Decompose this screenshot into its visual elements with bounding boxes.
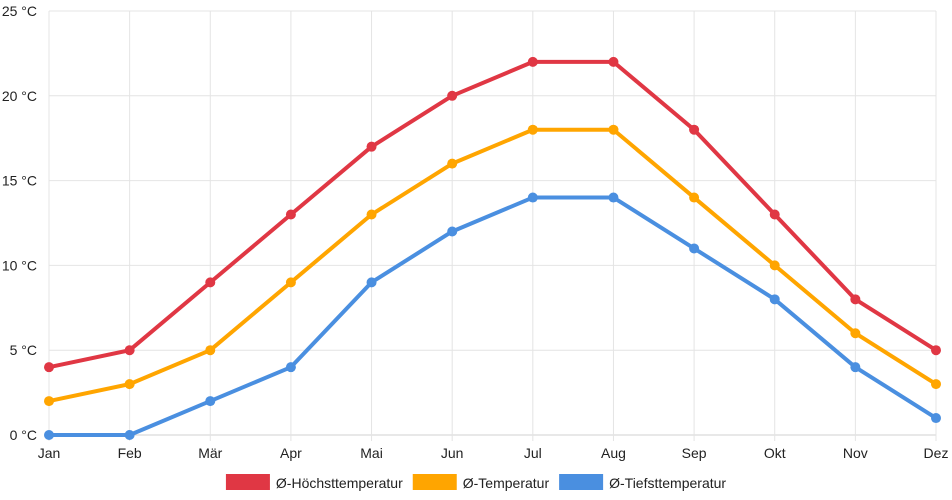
y-tick-label: 15 °C	[2, 173, 37, 189]
series-1	[44, 56, 941, 373]
data-point[interactable]	[931, 413, 941, 424]
legend-label: Ø-Höchsttemperatur	[276, 475, 403, 491]
x-tick-label: Mär	[198, 445, 222, 461]
data-point[interactable]	[850, 328, 861, 339]
x-tick-label: Dez	[924, 445, 949, 461]
legend[interactable]: Ø-Höchsttemperatur Ø-Temperatur Ø-Tiefstte…	[225, 474, 726, 491]
data-point[interactable]	[205, 345, 216, 356]
data-point[interactable]	[205, 277, 216, 288]
data-point[interactable]	[366, 277, 377, 288]
y-tick-label: 10 °C	[2, 257, 37, 273]
legend-item[interactable]: Ø-Tiefsttemperatur	[559, 474, 726, 491]
x-tick-label: Feb	[118, 445, 142, 461]
x-tick-label: Nov	[843, 445, 868, 461]
series-line	[47, 59, 938, 370]
data-point[interactable]	[366, 209, 377, 220]
series-2	[44, 124, 941, 407]
x-tick-label: Okt	[764, 445, 786, 461]
legend-label: Ø-Tiefsttemperatur	[609, 475, 726, 491]
x-axis: Jan Feb Mär Apr Mai Jun Jul Aug Sep Okt Nov Dez	[38, 445, 949, 461]
x-tick-label: Apr	[280, 445, 302, 461]
data-point[interactable]	[285, 277, 296, 288]
x-tick-label: Jan	[38, 445, 61, 461]
data-point[interactable]	[608, 124, 619, 135]
series-3	[44, 192, 941, 440]
data-point[interactable]	[527, 56, 538, 67]
data-point[interactable]	[366, 141, 377, 152]
data-point[interactable]	[850, 362, 861, 373]
data-point[interactable]	[931, 345, 941, 356]
y-axis: 0 °C 5 °C 10 °C 15 °C 20 °C 25 °C	[2, 3, 37, 443]
data-point[interactable]	[769, 260, 780, 271]
x-tick-label: Jul	[524, 445, 542, 461]
data-point[interactable]	[447, 226, 458, 237]
x-tick-label: Jun	[441, 445, 464, 461]
series-layer	[44, 56, 941, 440]
legend-label: Ø-Temperatur	[463, 475, 550, 491]
data-point[interactable]	[44, 362, 54, 373]
data-point[interactable]	[689, 243, 700, 254]
data-point[interactable]	[285, 362, 296, 373]
grid	[48, 10, 937, 441]
data-point[interactable]	[124, 345, 135, 356]
x-tick-label: Aug	[601, 445, 626, 461]
x-tick-label: Mai	[360, 445, 383, 461]
data-point[interactable]	[689, 124, 700, 135]
legend-item[interactable]: Ø-Temperatur	[412, 474, 550, 491]
data-point[interactable]	[124, 430, 135, 440]
data-point[interactable]	[205, 396, 216, 407]
y-tick-label: 20 °C	[2, 88, 37, 104]
x-tick-label: Sep	[682, 445, 707, 461]
y-tick-label: 25 °C	[2, 3, 37, 19]
data-point[interactable]	[124, 379, 135, 390]
series-line	[47, 195, 938, 437]
data-point[interactable]	[769, 209, 780, 220]
data-point[interactable]	[447, 158, 458, 169]
legend-swatch	[225, 474, 270, 490]
legend-item[interactable]: Ø-Höchsttemperatur	[225, 474, 403, 491]
data-point[interactable]	[527, 192, 538, 203]
y-tick-label: 5 °C	[10, 342, 37, 358]
data-point[interactable]	[689, 192, 700, 203]
series-line	[47, 127, 938, 404]
legend-swatch	[559, 474, 604, 490]
data-point[interactable]	[44, 396, 54, 407]
data-point[interactable]	[285, 209, 296, 220]
data-point[interactable]	[527, 124, 538, 135]
y-tick-label: 0 °C	[10, 427, 37, 443]
legend-swatch	[412, 474, 457, 490]
data-point[interactable]	[44, 430, 54, 440]
data-point[interactable]	[769, 294, 780, 305]
data-point[interactable]	[931, 379, 941, 390]
data-point[interactable]	[850, 294, 861, 305]
data-point[interactable]	[608, 192, 619, 203]
data-point[interactable]	[447, 90, 458, 101]
data-point[interactable]	[608, 56, 619, 67]
